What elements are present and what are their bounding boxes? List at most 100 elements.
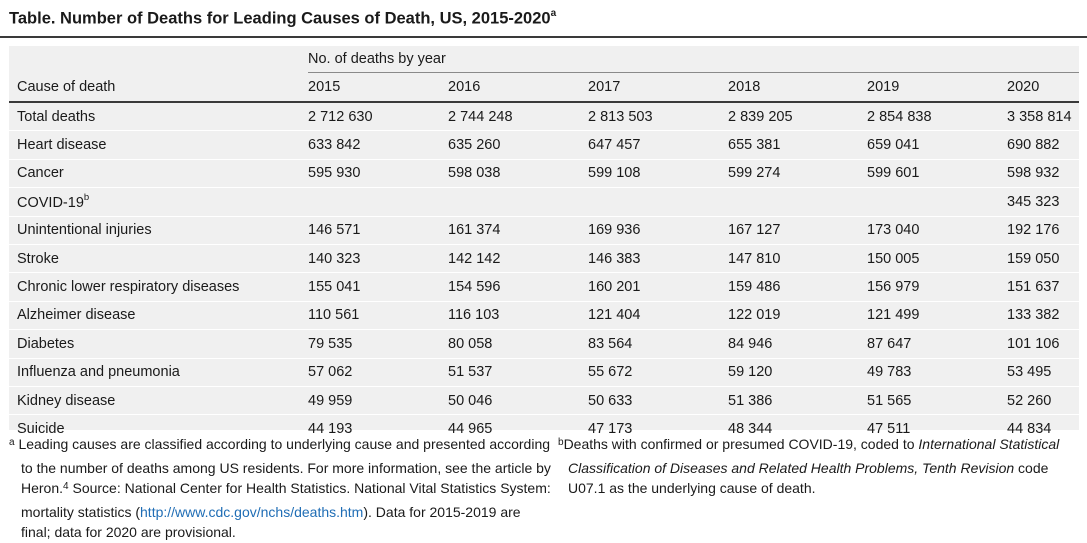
cause-cell: Cancer (9, 159, 308, 189)
cause-cell: Influenza and pneumonia (9, 358, 308, 387)
value-cell: 122 019 (728, 301, 867, 331)
cause-cell: Alzheimer disease (9, 301, 308, 331)
value-cell: 154 596 (448, 272, 588, 302)
table-row: Unintentional injuries 146 571 161 374 169 … (9, 216, 1080, 245)
value-cell: 116 103 (448, 301, 588, 331)
footnote-a: a Leading causes are classified accordin… (9, 436, 551, 540)
value-cell: 87 647 (867, 329, 1007, 359)
table-row: Stroke 140 323 142 142 146 383 147 810 150 00… (9, 244, 1080, 274)
value-cell: 133 382 (1007, 301, 1080, 331)
value-cell: 101 106 (1007, 329, 1080, 359)
cause-cell: Suicide (9, 415, 308, 443)
value-cell: 690 882 (1007, 130, 1080, 160)
year-header: 2015 (308, 72, 448, 103)
value-cell: 49 783 (867, 358, 1007, 387)
value-cell: 53 495 (1007, 358, 1080, 387)
value-cell: 173 040 (867, 216, 1007, 245)
value-cell: 2 854 838 (867, 102, 1007, 132)
value-cell: 121 499 (867, 301, 1007, 331)
cause-label: Total deaths (17, 108, 96, 125)
value-cell: 44 965 (448, 420, 493, 437)
value-cell: 160 201 (588, 272, 728, 302)
value-cell (588, 187, 728, 217)
value-cell (448, 187, 588, 217)
deaths-table: No. of deaths by year Cause of death 201… (9, 46, 1080, 443)
cause-label: Cancer (17, 165, 64, 182)
value-cell: 50 633 (588, 386, 728, 416)
value-cell: 146 571 (308, 216, 448, 245)
table-row: Heart disease 633 842 635 260 647 457 655 38… (9, 130, 1080, 160)
value-cell: 155 041 (308, 272, 448, 302)
footnote-b: bDeaths with confirmed or presumed COVID… (558, 436, 1060, 496)
value-cell: 51 537 (448, 358, 588, 387)
value-cell: 147 810 (728, 244, 867, 274)
group-header: No. of deaths by year (308, 46, 1080, 73)
value-cell: 345 323 (1007, 187, 1080, 217)
value-cell: 598 932 (1007, 159, 1080, 189)
value-cell: 159 486 (728, 272, 867, 302)
year-header: 2017 (588, 72, 728, 103)
year-header: 2016 (448, 72, 588, 103)
value-cell: 110 561 (308, 301, 448, 331)
value-cell: 51 565 (867, 386, 1007, 416)
cause-cell: Kidney disease (9, 386, 308, 416)
value-cell: 151 637 (1007, 272, 1080, 302)
value-cell: 59 120 (728, 358, 867, 387)
value-cell: 84 946 (728, 329, 867, 359)
value-cell: 2 813 503 (588, 102, 728, 132)
value-cell: 633 842 (308, 130, 448, 160)
value-cell: 598 038 (448, 159, 588, 189)
title-footnote-marker: a (550, 8, 557, 19)
table-row: Total deaths 2 712 630 2 744 248 2 813 503 2… (9, 102, 1080, 132)
value-cell: 599 601 (867, 159, 1007, 189)
value-cell: 52 260 (1007, 386, 1080, 416)
value-cell: 150 005 (867, 244, 1007, 274)
value-cell: 159 050 (1007, 244, 1080, 274)
value-cell: 599 274 (728, 159, 867, 189)
table-row: Influenza and pneumonia 57 062 51 537 55 67… (9, 358, 1080, 387)
value-cell: 192 176 (1007, 216, 1080, 245)
value-cell: 146 383 (588, 244, 728, 274)
cause-footnote-marker: b (83, 191, 90, 203)
cause-label: Alzheimer disease (17, 307, 136, 324)
cause-cell: Heart disease (9, 130, 308, 160)
data-table-container: No. of deaths by year Cause of death 201… (9, 46, 1080, 437)
value-cell: 655 381 (728, 130, 867, 160)
value-cell (308, 187, 448, 217)
nchs-link[interactable]: http://www.cdc.gov/nchs/deaths.htm (140, 503, 364, 520)
value-cell: 169 936 (588, 216, 728, 245)
value-cell: 2 744 248 (448, 102, 588, 132)
cause-label: Suicide (17, 420, 65, 437)
value-cell: 599 108 (588, 159, 728, 189)
table-row: Cancer 595 930 598 038 599 108 599 274 599 60… (9, 159, 1080, 189)
value-cell (728, 187, 867, 217)
value-cell: 121 404 (588, 301, 728, 331)
cause-cell: Stroke (9, 244, 308, 274)
table-row: Diabetes 79 535 80 058 83 564 84 946 87 647 10… (9, 329, 1080, 359)
cause-cell: COVID-19b (9, 187, 308, 217)
value-cell: 595 930 (308, 159, 448, 189)
header-spacer (9, 46, 308, 73)
value-cell: 167 127 (728, 216, 867, 245)
year-header: 2020 (1007, 72, 1080, 103)
value-cell: 659 041 (867, 130, 1007, 160)
year-header: 2018 (728, 72, 867, 103)
value-cell: 48 344 (728, 420, 773, 437)
value-cell: 50 046 (448, 386, 588, 416)
cause-label: COVID-19 (17, 194, 84, 211)
value-cell: 635 260 (448, 130, 588, 160)
cause-cell: Total deaths (9, 102, 308, 132)
value-cell: 647 457 (588, 130, 728, 160)
table-row: Chronic lower respiratory diseases 155 04… (9, 272, 1080, 302)
value-cell: 57 062 (308, 358, 448, 387)
value-cell: 83 564 (588, 329, 728, 359)
title-bar: Table. Number of Deaths for Leading Caus… (0, 0, 1087, 38)
cause-label: Heart disease (17, 137, 107, 154)
year-header: 2019 (867, 72, 1007, 103)
cause-label: Chronic lower respiratory diseases (17, 279, 240, 296)
table-title: Table. Number of Deaths for Leading Caus… (9, 8, 557, 28)
row-header: Cause of death (9, 72, 308, 103)
table-row: Alzheimer disease 110 561 116 103 121 404 12… (9, 301, 1080, 331)
cause-label: Stroke (17, 250, 59, 267)
value-cell: 142 142 (448, 244, 588, 274)
